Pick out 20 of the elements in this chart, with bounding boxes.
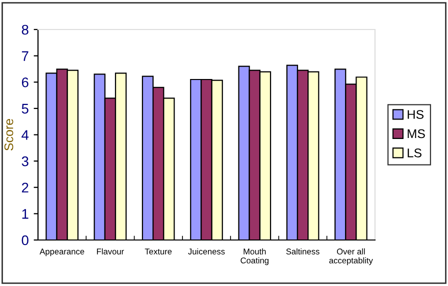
x-tick-label: Juiceness bbox=[188, 248, 225, 254]
y-tick-label: 2 bbox=[22, 182, 28, 192]
y-tick-label: 1 bbox=[22, 209, 28, 219]
legend-label: HS bbox=[408, 110, 424, 119]
x-tick-label: Flavour bbox=[97, 248, 124, 254]
x-tick-label: Mouth Coating bbox=[240, 248, 268, 266]
y-tick-label: 3 bbox=[22, 156, 28, 166]
x-tick-label: Appearance bbox=[40, 248, 84, 256]
legend-label: LS bbox=[408, 148, 422, 158]
y-tick-label: 6 bbox=[22, 77, 28, 88]
y-axis-title: Score bbox=[4, 118, 14, 151]
legend-label: MS bbox=[408, 129, 425, 138]
y-tick-label: 8 bbox=[22, 24, 28, 35]
y-tick-label: 5 bbox=[22, 104, 28, 114]
y-tick-label: 7 bbox=[22, 51, 28, 61]
y-tick-label: 4 bbox=[22, 130, 29, 140]
x-tick-label: Over all acceptablity bbox=[329, 248, 373, 266]
x-tick-label: Texture bbox=[144, 248, 172, 254]
x-tick-label: Saltiness bbox=[286, 248, 320, 254]
y-tick-label: 0 bbox=[22, 235, 28, 246]
